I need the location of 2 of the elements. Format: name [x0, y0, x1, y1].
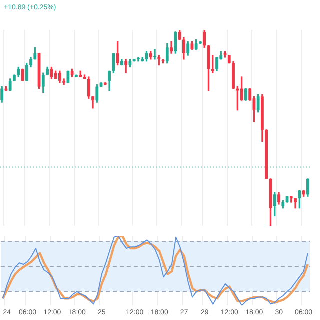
candlestick — [137, 57, 140, 62]
candlestick — [154, 49, 156, 60]
